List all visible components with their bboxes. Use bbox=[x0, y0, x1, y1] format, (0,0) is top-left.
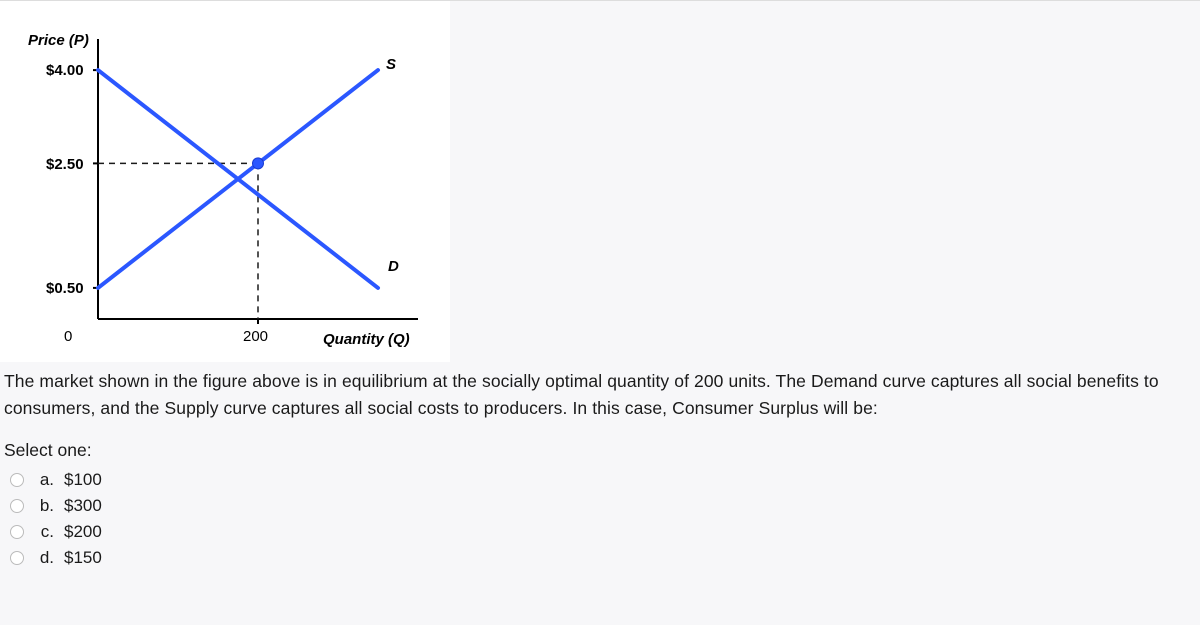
options-list: a. $100 b. $300 c. $200 d. $150 bbox=[0, 467, 1200, 571]
y-tick-label-2-5: $2.50 bbox=[46, 156, 84, 173]
option-text: $100 bbox=[64, 470, 102, 490]
supply-label: S bbox=[386, 56, 396, 73]
option-a[interactable]: a. $100 bbox=[10, 467, 1200, 493]
option-c[interactable]: c. $200 bbox=[10, 519, 1200, 545]
x-tick-label-200: 200 bbox=[243, 328, 268, 345]
x-axis-title: Quantity (Q) bbox=[323, 331, 410, 348]
radio-icon[interactable] bbox=[10, 473, 24, 487]
radio-icon[interactable] bbox=[10, 499, 24, 513]
supply-demand-chart: Price (P) Quantity (Q) $4.00 $2.50 $0.50… bbox=[18, 19, 438, 349]
option-b[interactable]: b. $300 bbox=[10, 493, 1200, 519]
question-container: Price (P) Quantity (Q) $4.00 $2.50 $0.50… bbox=[0, 0, 1200, 583]
question-text: The market shown in the figure above is … bbox=[0, 362, 1200, 422]
select-one-label: Select one: bbox=[0, 422, 1200, 465]
demand-label: D bbox=[388, 258, 399, 275]
option-letter: a. bbox=[34, 470, 54, 490]
y-tick-label-0-5: $0.50 bbox=[46, 280, 84, 297]
y-tick-label-4: $4.00 bbox=[46, 62, 84, 79]
option-text: $300 bbox=[64, 496, 102, 516]
option-d[interactable]: d. $150 bbox=[10, 545, 1200, 571]
option-letter: b. bbox=[34, 496, 54, 516]
origin-label: 0 bbox=[64, 328, 72, 345]
option-letter: c. bbox=[34, 522, 54, 542]
equilibrium-point bbox=[253, 158, 264, 169]
radio-icon[interactable] bbox=[10, 551, 24, 565]
radio-icon[interactable] bbox=[10, 525, 24, 539]
chart-panel: Price (P) Quantity (Q) $4.00 $2.50 $0.50… bbox=[0, 1, 450, 362]
option-text: $150 bbox=[64, 548, 102, 568]
option-text: $200 bbox=[64, 522, 102, 542]
y-axis-title: Price (P) bbox=[28, 32, 89, 49]
option-letter: d. bbox=[34, 548, 54, 568]
